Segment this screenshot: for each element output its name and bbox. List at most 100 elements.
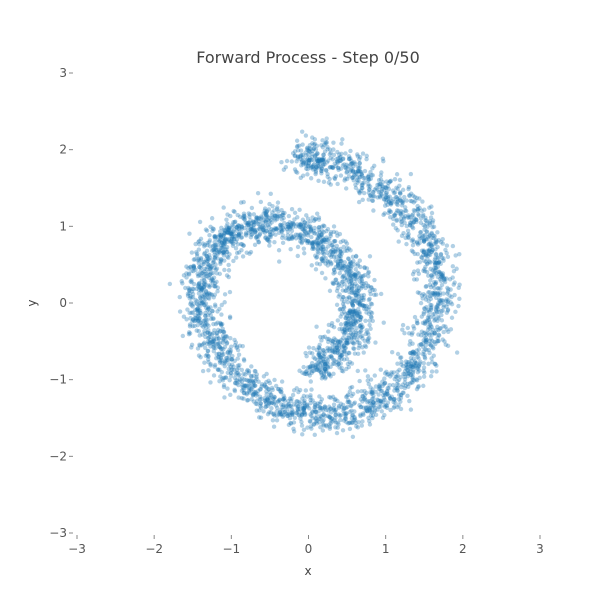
scatter-point <box>316 345 321 350</box>
scatter-point <box>320 250 325 256</box>
scatter-point <box>239 248 244 253</box>
scatter-point <box>356 199 362 205</box>
scatter-point <box>396 198 401 203</box>
scatter-point <box>381 399 386 404</box>
scatter-point <box>213 242 218 247</box>
scatter-point <box>311 145 317 151</box>
scatter-point <box>330 249 336 255</box>
scatter-point <box>422 293 428 298</box>
scatter-point <box>372 163 377 168</box>
scatter-point <box>440 308 445 313</box>
scatter-point <box>268 393 274 398</box>
scatter-point <box>433 331 438 336</box>
scatter-point <box>303 161 308 166</box>
scatter-point <box>212 339 217 344</box>
scatter-point <box>210 308 215 314</box>
scatter-point <box>254 374 259 380</box>
scatter-point <box>436 260 441 266</box>
scatter-point <box>404 362 409 368</box>
scatter-point <box>303 238 308 243</box>
scatter-point <box>428 278 433 283</box>
scatter-point <box>204 341 210 347</box>
scatter-point <box>327 372 332 378</box>
scatter-point <box>363 397 368 402</box>
scatter-point <box>404 241 409 247</box>
scatter-point <box>359 322 364 327</box>
scatter-point <box>298 222 303 228</box>
scatter-point <box>242 383 248 388</box>
scatter-point <box>326 244 331 249</box>
scatter-point <box>253 229 258 235</box>
scatter-point <box>359 281 364 286</box>
scatter-point <box>358 174 363 180</box>
scatter-point <box>227 377 232 383</box>
scatter-point <box>423 264 428 270</box>
scatter-point <box>436 306 441 312</box>
scatter-point <box>355 310 360 315</box>
scatter-point <box>433 262 438 268</box>
scatter-point <box>308 219 313 224</box>
scatter-point <box>372 277 377 283</box>
scatter-point <box>234 228 240 234</box>
scatter-point <box>298 233 303 238</box>
scatter-point <box>439 274 444 279</box>
scatter-point <box>314 254 320 260</box>
scatter-point <box>335 263 340 269</box>
scatter-point <box>289 228 295 234</box>
scatter-point <box>353 267 358 272</box>
scatter-point <box>335 233 340 238</box>
scatter-point <box>209 271 214 276</box>
scatter-point <box>379 170 384 175</box>
scatter-point <box>395 351 401 357</box>
scatter-point <box>289 221 294 226</box>
scatter-point <box>347 399 352 405</box>
scatter-point <box>338 166 344 171</box>
scatter-point <box>256 239 261 245</box>
scatter-point <box>195 308 200 314</box>
scatter-point <box>419 314 424 319</box>
scatter-point <box>397 196 403 201</box>
scatter-point <box>325 365 331 370</box>
scatter-point <box>427 220 432 226</box>
scatter-point <box>422 306 427 311</box>
scatter-point <box>221 250 226 255</box>
scatter-point <box>410 380 415 385</box>
scatter-point <box>357 165 363 170</box>
scatter-point <box>352 314 358 319</box>
scatter-point <box>186 332 192 337</box>
scatter-point <box>244 392 249 397</box>
scatter-point <box>402 374 408 380</box>
scatter-point <box>359 328 364 333</box>
scatter-point <box>411 349 416 355</box>
scatter-point <box>208 380 213 385</box>
scatter-point <box>380 183 385 189</box>
scatter-point <box>239 224 245 230</box>
scatter-point <box>214 342 219 347</box>
scatter-point <box>429 356 434 361</box>
scatter-point <box>349 264 354 269</box>
scatter-point <box>339 251 345 256</box>
scatter-point <box>267 234 272 240</box>
scatter-point <box>304 354 309 359</box>
scatter-point <box>348 310 353 315</box>
scatter-point <box>324 348 330 354</box>
scatter-point <box>355 351 361 356</box>
scatter-point <box>329 254 334 259</box>
scatter-point <box>341 349 347 354</box>
scatter-point <box>229 234 234 239</box>
scatter-point <box>435 302 441 308</box>
scatter-point <box>203 345 208 351</box>
scatter-point <box>427 326 432 331</box>
scatter-point <box>330 361 335 366</box>
scatter-point <box>312 365 317 370</box>
scatter-point <box>408 361 414 366</box>
scatter-point <box>251 222 257 227</box>
scatter-point <box>436 286 441 291</box>
scatter-point <box>359 172 364 177</box>
scatter-point <box>305 145 310 151</box>
scatter-point <box>251 223 256 228</box>
scatter-point <box>305 216 311 221</box>
scatter-point <box>315 247 320 252</box>
scatter-point <box>347 272 352 278</box>
scatter-point <box>363 344 369 350</box>
